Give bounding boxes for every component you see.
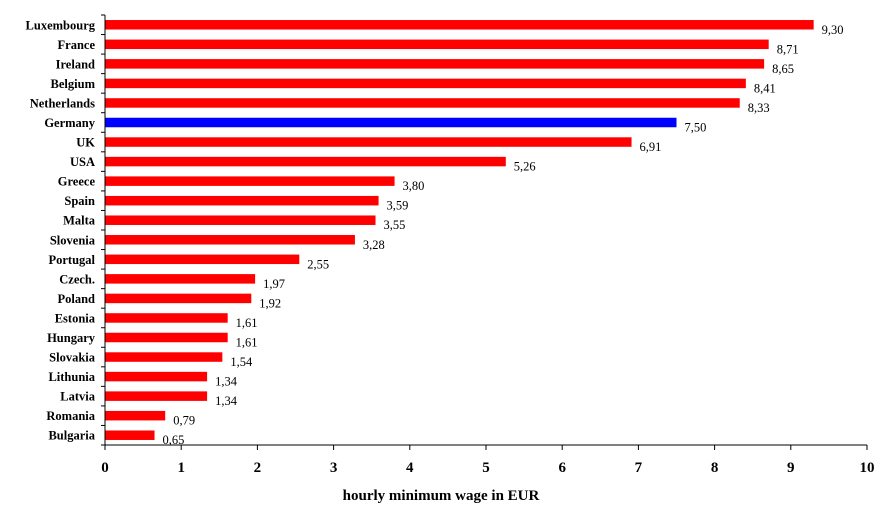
bars-group: [105, 20, 814, 440]
x-tick-label: 3: [330, 460, 338, 476]
value-label: 1,34: [215, 394, 238, 408]
category-label: Greece: [58, 175, 96, 189]
x-tick-label: 4: [406, 460, 414, 476]
value-label: 3,28: [363, 238, 385, 252]
value-label: 1,34: [215, 375, 238, 389]
value-label: 5,26: [514, 160, 536, 174]
bar: [105, 313, 228, 323]
x-axis-ticks: 0 1 2 3 4 5 6 7 8 9 10: [101, 14, 875, 476]
category-label: Estonia: [55, 311, 96, 325]
category-label: USA: [70, 155, 95, 169]
bar: [105, 98, 740, 108]
category-label: Slovenia: [50, 233, 96, 247]
bar: [105, 235, 355, 245]
value-label: 1,92: [259, 296, 281, 310]
bar: [105, 391, 208, 401]
value-label: 7,50: [685, 121, 707, 135]
category-label: Malta: [63, 214, 96, 228]
x-tick-label: 10: [860, 460, 875, 476]
x-tick-label: 1: [177, 460, 185, 476]
category-label: Bulgaria: [48, 429, 95, 443]
value-label: 8,71: [777, 42, 799, 56]
bar: [105, 156, 506, 167]
value-label: 9,30: [822, 23, 844, 37]
bar: [105, 293, 252, 304]
x-tick-label: 8: [711, 460, 719, 476]
value-labels: 9,30 8,71 8,65 8,41 8,33 7,50 6,91 5,26 3,80 3,59…: [163, 23, 844, 447]
category-label: Czech.: [59, 272, 95, 286]
bar: [105, 117, 677, 128]
bar: [105, 195, 379, 206]
x-tick-label: 5: [482, 460, 490, 476]
bar: [105, 430, 155, 440]
category-label: Hungary: [47, 331, 96, 345]
category-label: Germany: [44, 116, 95, 130]
bar: [105, 176, 395, 186]
value-label: 8,33: [748, 101, 770, 115]
value-label: 0,79: [173, 414, 195, 428]
x-tick-label: 2: [254, 460, 262, 476]
bar: [105, 410, 166, 421]
bar: [105, 215, 376, 225]
bar: [105, 254, 300, 265]
category-label: Lithunia: [48, 370, 95, 384]
category-label: UK: [76, 136, 95, 150]
bar: [105, 352, 223, 362]
value-label: 3,59: [387, 199, 409, 213]
x-tick-label: 7: [635, 460, 643, 476]
value-label: 1,61: [236, 336, 258, 350]
category-label: Luxembourg: [26, 18, 96, 32]
value-label: 8,65: [772, 62, 794, 76]
category-label: Spain: [64, 194, 95, 208]
x-tick-label: 0: [101, 460, 109, 476]
bar: [105, 371, 208, 382]
value-label: 8,41: [754, 81, 776, 95]
value-label: 2,55: [307, 257, 329, 271]
value-label: 0,65: [163, 433, 185, 447]
category-label: France: [58, 38, 96, 52]
x-tick-label: 6: [558, 460, 566, 476]
category-label: Portugal: [48, 253, 95, 267]
bar: [105, 20, 814, 30]
bar: [105, 332, 228, 343]
category-label: Belgium: [51, 77, 96, 91]
value-label: 1,54: [230, 355, 253, 369]
category-labels: Luxembourg France Ireland Belgium Netherland…: [26, 18, 96, 442]
category-label: Poland: [57, 292, 95, 306]
value-label: 6,91: [640, 140, 662, 154]
value-label: 1,97: [263, 277, 285, 291]
category-label: Romania: [46, 409, 95, 423]
x-axis-title: hourly minimum wage in EUR: [343, 488, 540, 504]
category-label: Slovakia: [49, 351, 96, 365]
category-label: Netherlands: [30, 96, 95, 110]
value-label: 3,80: [403, 179, 425, 193]
bar: [105, 274, 256, 284]
bar: [105, 137, 632, 147]
value-label: 1,61: [236, 316, 258, 330]
value-label: 3,55: [384, 218, 406, 232]
bar: [105, 39, 769, 50]
bar: [105, 78, 746, 89]
category-label: Ireland: [56, 57, 95, 71]
x-tick-label: 9: [787, 460, 795, 476]
bar: [105, 59, 765, 69]
category-label: Latvia: [60, 390, 95, 404]
